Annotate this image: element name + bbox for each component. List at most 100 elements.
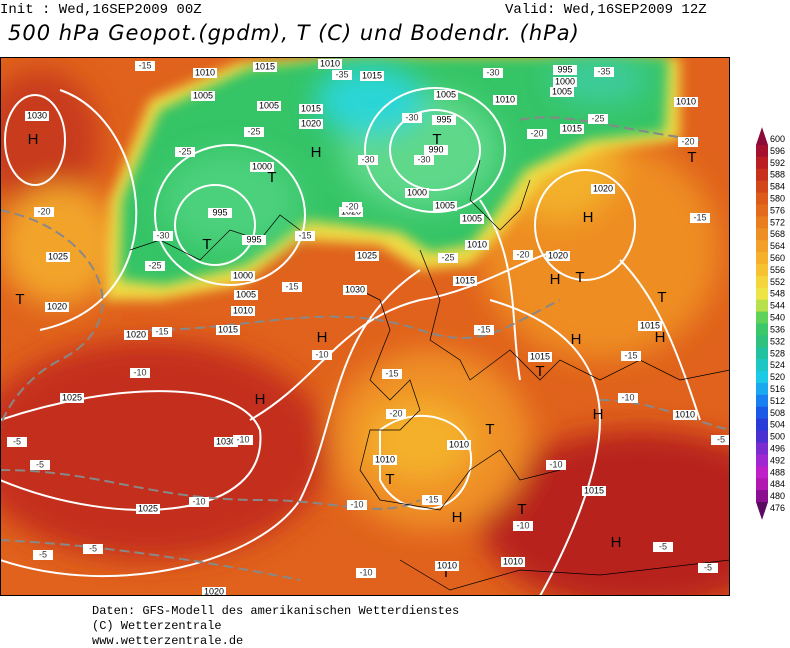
colorbar-label: 564	[770, 241, 785, 251]
isobar-label: 1025	[138, 503, 158, 513]
colorbar-label: 524	[770, 360, 785, 370]
temperature-label: -30	[486, 67, 499, 77]
temperature-label-box	[30, 460, 50, 470]
temperature-label: -10	[192, 496, 205, 506]
temperature-label: -25	[591, 113, 604, 123]
footer-line: Daten: GFS-Modell des amerikanischen Wet…	[92, 604, 459, 618]
temperature-label: -15	[285, 281, 298, 291]
isobar-label: 1005	[259, 100, 279, 110]
temperature-label-box	[145, 261, 165, 271]
temperature-label-box	[130, 368, 150, 378]
colorbar-label: 480	[770, 491, 785, 501]
isobar-label-box	[46, 252, 70, 262]
isobar-label-box	[360, 71, 384, 81]
pressure-center: H	[452, 509, 463, 526]
isobar-label-box	[253, 62, 277, 72]
temperature-label-box	[422, 495, 442, 505]
temperature-label: -30	[361, 154, 374, 164]
isobar-label-box	[460, 214, 484, 224]
isobar-label: 1025	[48, 251, 68, 261]
colorbar-swatch	[756, 394, 768, 408]
isobar-label-box	[673, 410, 697, 420]
isobar-label: 1005	[436, 89, 456, 99]
isobar-label: 1010	[437, 560, 457, 570]
isobar-label: 1020	[126, 329, 146, 339]
isobar-label: 1030	[27, 110, 47, 120]
isobar-label: 1010	[195, 67, 215, 77]
isobar-label-box	[553, 77, 577, 87]
isobar-label: 1015	[455, 275, 475, 285]
colorbar-swatch	[756, 430, 768, 444]
isobar-label-box	[234, 290, 258, 300]
isobar-label-box	[60, 393, 84, 403]
colorbar-swatch	[756, 454, 768, 467]
colorbar-swatch	[756, 466, 768, 479]
temperature-label: -15	[425, 494, 438, 504]
isobar-label: 1010	[676, 96, 696, 106]
isobar-label: 1010	[233, 305, 253, 315]
pressure-center: H	[28, 131, 39, 148]
temperature-label-box	[513, 250, 533, 260]
colorbar-label: 572	[770, 217, 785, 227]
colorbar-swatch	[756, 418, 768, 432]
temperature-label-box	[347, 500, 367, 510]
pressure-center: H	[317, 329, 328, 346]
colorbar-label: 592	[770, 158, 785, 168]
isobar-label-box	[433, 201, 457, 211]
isobar-label-box	[214, 437, 238, 447]
isobar-label: 1015	[301, 103, 321, 113]
pressure-center: H	[583, 209, 594, 226]
isobar-label: 995	[246, 234, 261, 244]
isobar-label-box	[191, 91, 215, 101]
isobar-label: 1015	[640, 320, 660, 330]
isobar-label-box	[434, 90, 458, 100]
colorbar-label: 508	[770, 408, 785, 418]
temperature-label: -15	[624, 350, 637, 360]
colorbar-label: 560	[770, 253, 785, 263]
isobar-label-box	[453, 276, 477, 286]
temperature-label: -20	[530, 128, 543, 138]
temperature-label: -20	[516, 249, 529, 259]
colorbar-label: 528	[770, 348, 785, 358]
isobar-label: 1010	[375, 454, 395, 464]
isobar-label-box	[550, 87, 574, 97]
pressure-center: T	[485, 421, 494, 438]
footer-line: www.wetterzentrale.de	[92, 634, 243, 648]
temperature-label-box	[233, 435, 253, 445]
temperature-label-box	[358, 155, 378, 165]
isobar-label-box	[193, 68, 217, 78]
temperature-label-box	[332, 70, 352, 80]
temperature-label: -15	[155, 326, 168, 336]
colorbar-cap	[756, 127, 768, 145]
temperature-label: -5	[659, 541, 667, 551]
temperature-label: -25	[178, 146, 191, 156]
valid-time: Valid: Wed,16SEP2009 12Z	[505, 2, 707, 18]
isobars	[0, 87, 701, 596]
temperature-label-box	[698, 563, 718, 573]
isobar-label-box	[355, 251, 379, 261]
temperature-label: -15	[385, 368, 398, 378]
pressure-center: H	[571, 331, 582, 348]
colorbar-label: 492	[770, 455, 785, 465]
temperature-label-box	[588, 114, 608, 124]
pressure-center: H	[550, 271, 561, 288]
pressure-center: H	[593, 406, 604, 423]
isobar-label: 1025	[357, 250, 377, 260]
isobar-label: 1015	[562, 123, 582, 133]
isobar-label-box	[447, 440, 471, 450]
colorbar-swatch	[756, 347, 768, 360]
temperature-label-box	[152, 327, 172, 337]
temperature-label-box	[513, 521, 533, 531]
isobar-label: 1010	[467, 239, 487, 249]
temperature-label-box	[382, 369, 402, 379]
pressure-center: T	[687, 149, 696, 166]
colorbar-swatch	[756, 287, 768, 301]
pressure-center: H	[611, 534, 622, 551]
pressure-center: T	[432, 131, 441, 148]
isobar-label-box	[373, 455, 397, 465]
isobar-label: 1020	[47, 301, 67, 311]
temperature-label-box	[244, 127, 264, 137]
temperature-label: -10	[133, 367, 146, 377]
isobar-label-box	[202, 587, 226, 596]
